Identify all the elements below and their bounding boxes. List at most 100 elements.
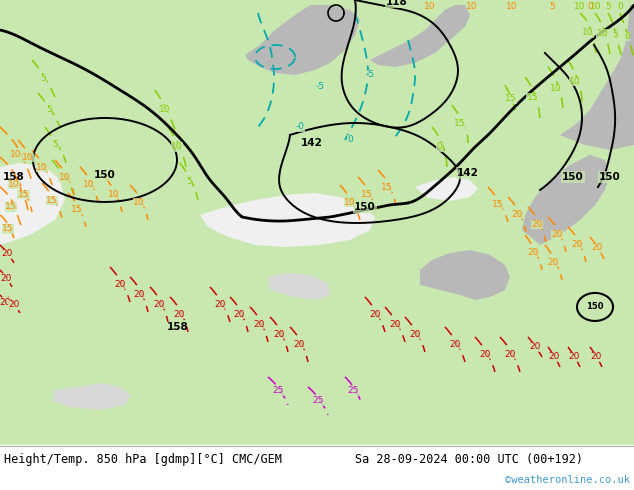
Polygon shape [370,5,470,67]
Text: 20: 20 [233,310,245,319]
Text: 10: 10 [597,29,608,39]
Text: 0: 0 [617,2,623,11]
Text: 5: 5 [60,173,66,182]
Text: 20: 20 [531,220,543,229]
Text: 10: 10 [83,180,94,189]
Text: 20: 20 [450,340,461,349]
Text: 20: 20 [410,330,421,339]
Text: 0: 0 [347,135,353,145]
Text: -0: -0 [295,122,304,131]
Text: 20: 20 [133,290,145,299]
Text: 20: 20 [548,352,560,362]
Polygon shape [338,10,350,19]
Text: 5: 5 [612,30,618,40]
Text: 10: 10 [550,84,561,93]
Text: 15: 15 [361,190,373,199]
Text: 150: 150 [586,302,604,312]
Text: 10: 10 [590,2,602,11]
Text: 20: 20 [1,249,13,258]
Text: 20: 20 [0,274,11,283]
Text: 20: 20 [548,258,559,267]
Text: 10: 10 [36,163,48,172]
Text: 142: 142 [301,138,323,148]
Text: Height/Temp. 850 hPa [gdmp][°C] CMC/GEM: Height/Temp. 850 hPa [gdmp][°C] CMC/GEM [4,453,282,466]
Text: 150: 150 [354,202,376,212]
Text: 158: 158 [3,172,25,182]
Text: 20: 20 [571,240,583,249]
Text: 20: 20 [504,350,515,359]
Text: 15: 15 [71,205,83,215]
Text: 20: 20 [568,352,579,362]
Text: 15: 15 [492,200,504,209]
Polygon shape [420,250,510,300]
Text: 5: 5 [46,105,52,115]
Text: 20: 20 [592,244,603,252]
Text: 20: 20 [173,310,184,319]
Text: 5: 5 [53,141,58,149]
Text: 20: 20 [273,330,285,339]
Text: 20: 20 [590,352,602,362]
Text: 5: 5 [549,2,555,11]
Text: 158: 158 [167,322,189,332]
Text: 15: 15 [454,120,466,128]
Text: 20: 20 [529,343,541,351]
Text: 20: 20 [0,298,11,307]
Text: 142: 142 [457,168,479,178]
Polygon shape [415,177,478,201]
Text: ©weatheronline.co.uk: ©weatheronline.co.uk [505,475,630,485]
Text: 10: 10 [8,180,20,189]
Text: -5: -5 [316,82,325,92]
Text: 20: 20 [528,248,539,257]
Text: 150: 150 [599,172,621,182]
Text: 25: 25 [348,387,359,395]
Text: 10: 10 [569,77,581,86]
Text: 20: 20 [8,300,20,310]
Text: 10: 10 [22,153,34,162]
Text: 10: 10 [507,2,518,11]
Text: 10: 10 [582,28,594,38]
Text: 10: 10 [574,2,586,11]
Text: 15: 15 [18,190,29,199]
Text: 10: 10 [59,173,70,182]
Text: 0: 0 [437,143,443,151]
Text: 20: 20 [214,300,226,309]
Text: Sa 28-09-2024 00:00 UTC (00+192): Sa 28-09-2024 00:00 UTC (00+192) [355,453,583,466]
Text: 20: 20 [370,310,380,319]
Text: 20: 20 [479,350,491,359]
Text: 15: 15 [505,95,516,103]
Text: 15: 15 [46,196,58,205]
Text: 25: 25 [313,396,324,405]
Text: 20: 20 [254,320,264,329]
Text: 20: 20 [389,320,401,329]
Text: 15: 15 [381,183,392,192]
Text: 15: 15 [527,94,538,102]
Text: 10: 10 [159,105,171,115]
Text: 10: 10 [133,198,145,207]
Text: 10: 10 [344,198,356,207]
Text: 5: 5 [41,74,46,83]
Text: 0: 0 [587,2,593,11]
Text: 20: 20 [552,230,563,239]
Text: 25: 25 [273,387,283,395]
Text: 0: 0 [624,32,630,41]
Text: 5: 5 [605,2,611,11]
Text: 150: 150 [562,172,584,182]
Polygon shape [522,155,610,245]
Text: 118: 118 [386,0,408,7]
Text: 20: 20 [511,210,522,219]
Text: 10: 10 [171,143,183,151]
Polygon shape [200,193,375,247]
Polygon shape [560,5,634,150]
Text: -5: -5 [365,71,375,79]
Text: 10: 10 [10,150,22,159]
Text: 150: 150 [94,170,116,180]
Text: 20: 20 [114,280,126,289]
Text: 10: 10 [108,190,119,199]
Text: 20: 20 [294,340,305,349]
Text: 15: 15 [3,224,14,233]
Polygon shape [268,273,330,300]
Polygon shape [52,383,130,410]
Polygon shape [0,163,65,245]
Text: 10: 10 [466,2,478,11]
Polygon shape [245,5,360,75]
